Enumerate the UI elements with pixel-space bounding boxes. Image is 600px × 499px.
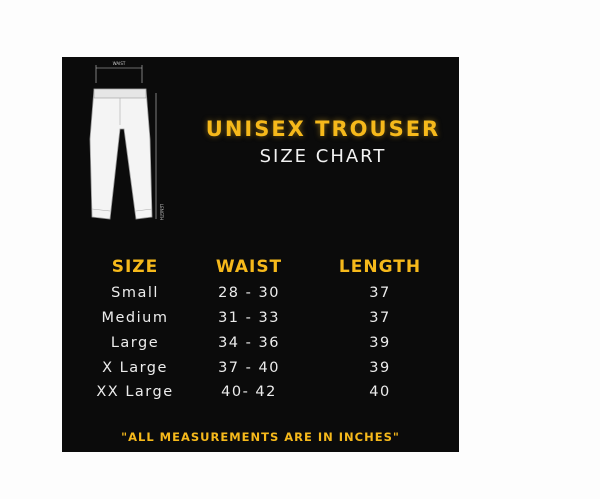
length-cell: 40: [369, 384, 391, 400]
waist-cell: 34 - 36: [218, 335, 280, 351]
header-size: SIZE: [111, 257, 159, 277]
waist-cell: 37 - 40: [218, 360, 280, 376]
size-cell: X Large: [102, 360, 168, 376]
trouser-illustration: WAIST LENGTH: [89, 61, 164, 220]
size-chart-panel: WAIST LENGTH UNISEX TROUSER SIZE CHART S…: [62, 57, 459, 452]
measurement-note: "ALL MEASUREMENTS ARE IN INCHES": [121, 430, 400, 444]
size-cell: Small: [111, 285, 159, 301]
length-cell: 37: [369, 310, 391, 326]
size-cell: XX Large: [96, 384, 174, 400]
size-cell: Large: [110, 335, 160, 351]
waist-cell: 28 - 30: [218, 285, 280, 301]
length-cell: 37: [369, 285, 391, 301]
waist-cell: 40- 42: [221, 384, 277, 400]
waist-label: WAIST: [113, 61, 126, 66]
waist-cell: 31 - 33: [218, 310, 280, 326]
length-label: LENGTH: [159, 204, 164, 220]
chart-title: UNISEX TROUSER: [205, 117, 441, 141]
length-cell: 39: [369, 360, 391, 376]
header-waist: WAIST: [215, 257, 283, 277]
header-length: LENGTH: [338, 257, 422, 277]
length-cell: 39: [369, 335, 391, 351]
chart-subtitle: SIZE CHART: [259, 146, 387, 167]
size-cell: Medium: [101, 310, 169, 326]
